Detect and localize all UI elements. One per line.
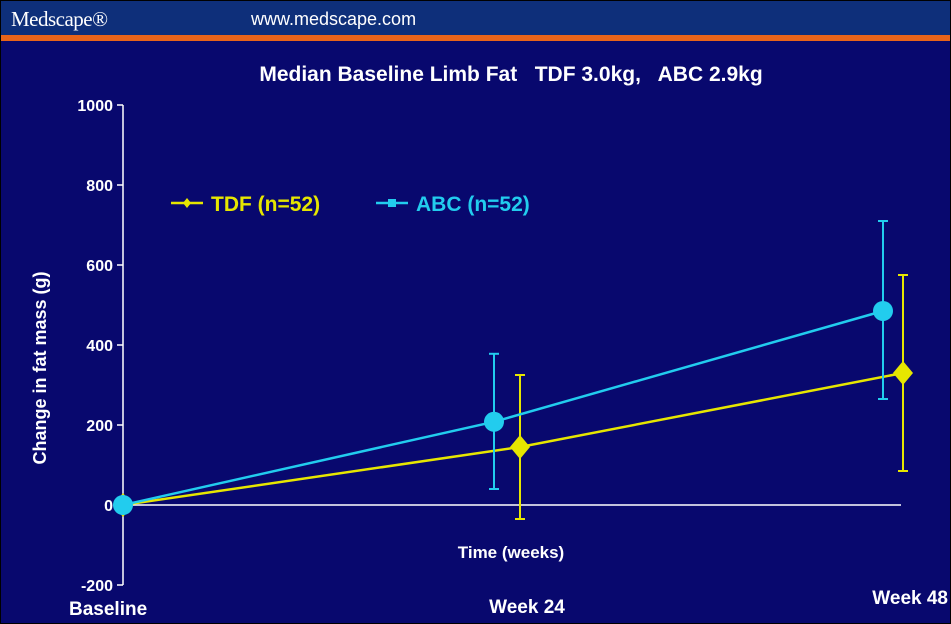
- legend-item-abc: ABC (n=52): [376, 193, 530, 216]
- series-abc: [113, 220, 893, 515]
- legend: TDF (n=52) ABC (n=52): [171, 193, 530, 216]
- series-tdf: [113, 274, 913, 520]
- x-tick-labels: Baseline Week 24 Week 48: [69, 588, 948, 620]
- y-tick-label: 0: [104, 498, 113, 515]
- legend-item-tdf: TDF (n=52): [171, 193, 320, 216]
- chart-title: Median Baseline Limb Fat TDF 3.0kg, ABC …: [259, 63, 762, 86]
- legend-label: TDF (n=52): [211, 193, 320, 216]
- x-axis-label: Time (weeks): [458, 543, 564, 562]
- y-tick-label: 600: [86, 258, 113, 275]
- x-tick-label: Week 24: [489, 597, 565, 618]
- y-tick-label: 800: [86, 178, 113, 195]
- data-point: [873, 301, 893, 321]
- line-chart: Median Baseline Limb Fat TDF 3.0kg, ABC …: [30, 63, 948, 620]
- data-point: [510, 435, 530, 459]
- banner: Medscape® www.medscape.com: [1, 1, 950, 41]
- medscape-logo[interactable]: Medscape®: [11, 7, 108, 31]
- data-point: [893, 361, 913, 385]
- series-line: [122, 371, 904, 507]
- series-line: [122, 309, 884, 507]
- y-tick-label: 1000: [77, 98, 113, 115]
- data-point: [113, 495, 133, 515]
- legend-marker: [388, 199, 396, 207]
- y-tick-label: 400: [86, 338, 113, 355]
- axes: [117, 104, 901, 586]
- y-tick-label: -200: [81, 578, 113, 595]
- banner-stripe: [1, 35, 950, 41]
- series-layer: [113, 220, 913, 520]
- legend-marker: [183, 198, 191, 208]
- y-tick-labels: -200 0 200 400 600 800 1000: [77, 98, 113, 595]
- x-tick-label: Week 48: [872, 588, 948, 609]
- y-axis-label: Change in fat mass (g): [30, 271, 50, 464]
- data-point: [484, 411, 504, 432]
- y-tick-label: 200: [86, 418, 113, 435]
- site-url-link[interactable]: www.medscape.com: [251, 9, 417, 29]
- banner-bar: [1, 1, 950, 35]
- x-tick-label: Baseline: [69, 599, 147, 620]
- legend-label: ABC (n=52): [416, 193, 530, 216]
